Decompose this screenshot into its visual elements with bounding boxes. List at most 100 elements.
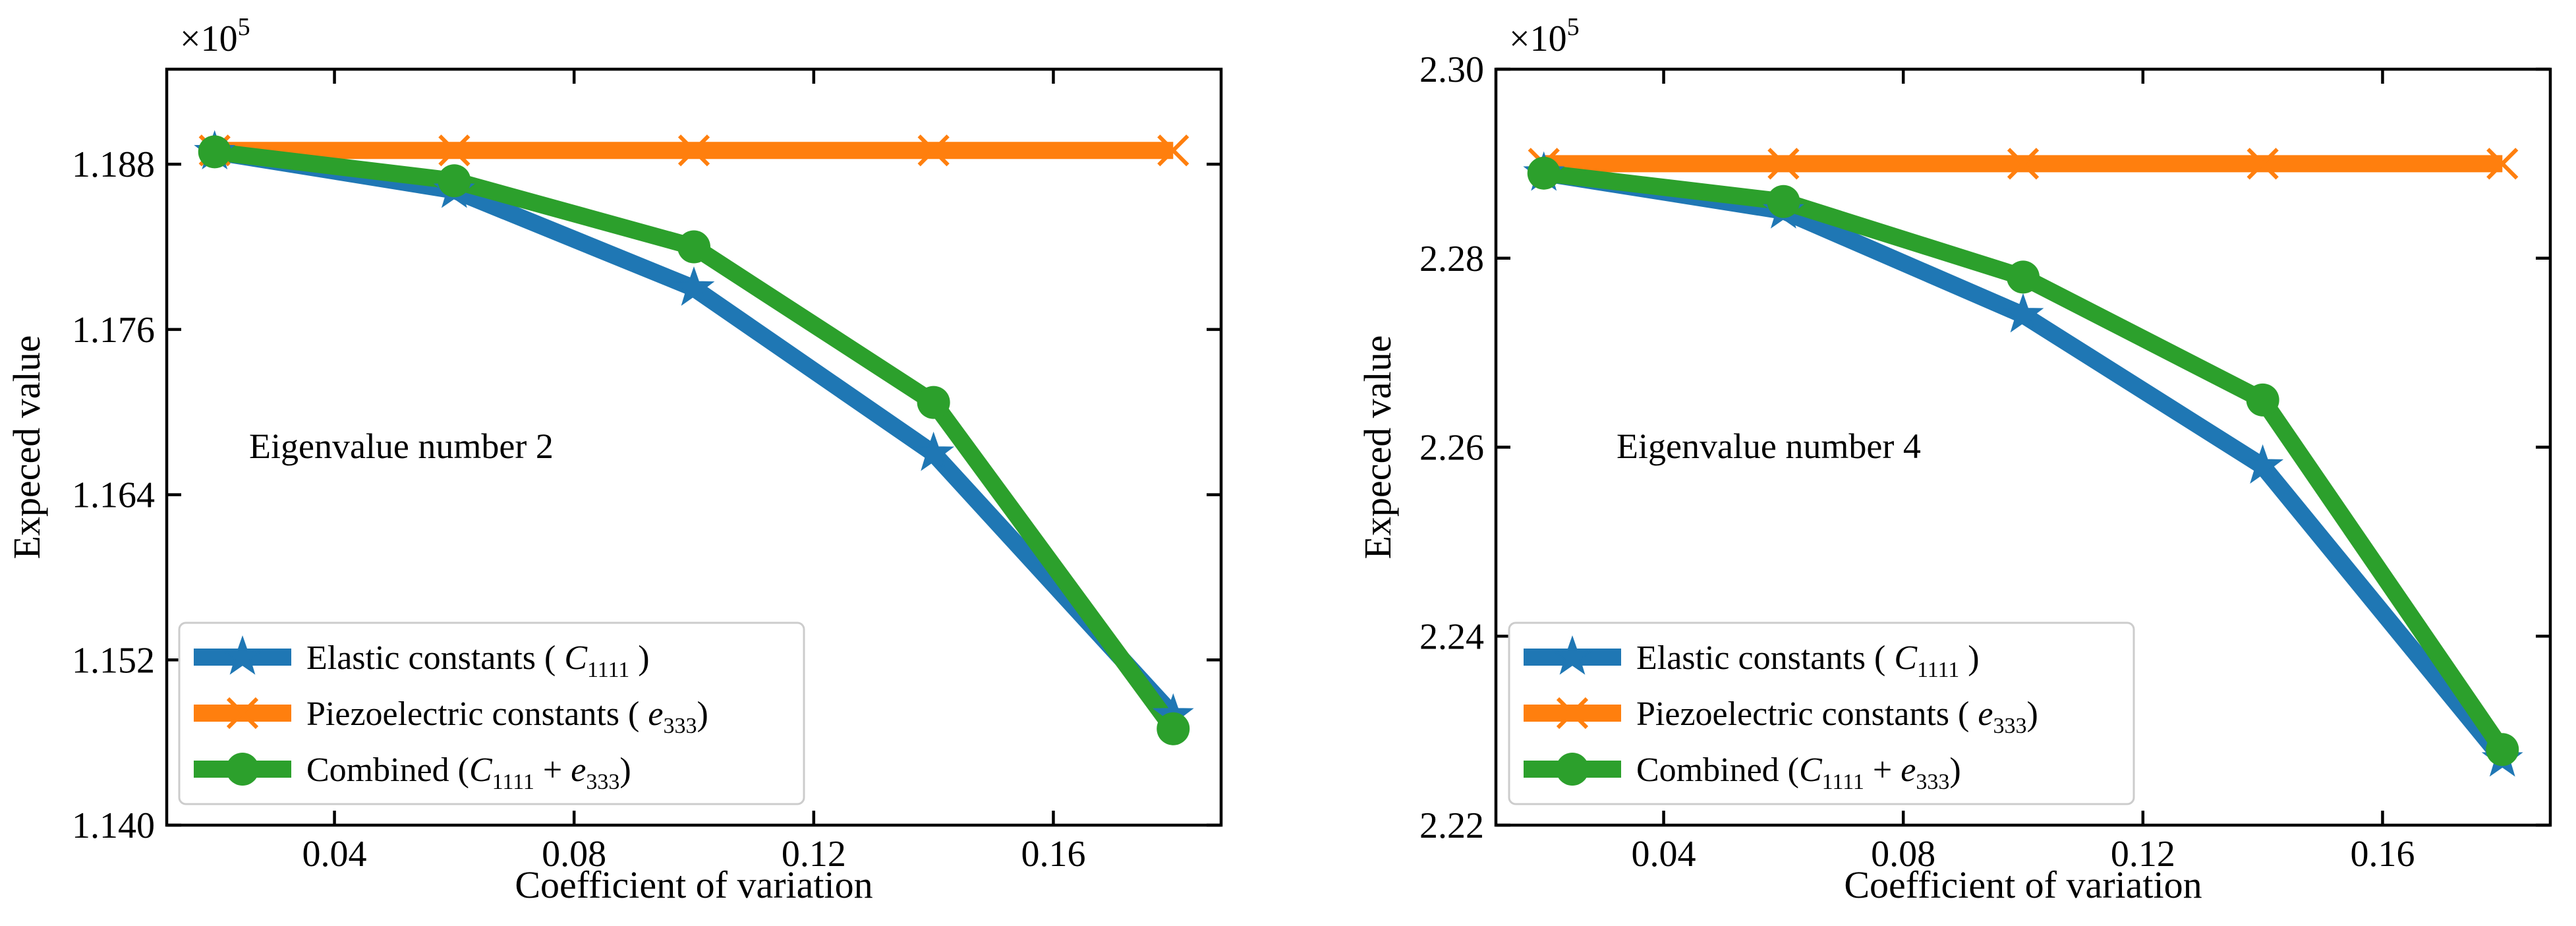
legend: Elastic constants ( C1111 )Piezoelectric… [1508, 622, 2135, 805]
legend-label-subscript2: 333 [586, 770, 619, 794]
series-markers-combined [1527, 156, 2519, 767]
data-point [677, 230, 710, 264]
legend-label: Combined (C1111 + e333) [1636, 751, 1961, 794]
legend-label-symbol: C [1894, 639, 1918, 677]
x-tick-label: 0.08 [1871, 834, 1935, 875]
legend-label-plus: + [1864, 751, 1901, 789]
data-point [198, 135, 231, 169]
x-axis-label: Coefficient of variation [515, 863, 873, 906]
data-point [673, 266, 715, 306]
data-point [2002, 293, 2044, 333]
legend-label-subscript: 1111 [1917, 658, 1959, 682]
plot-frame [165, 67, 1223, 827]
data-point [2486, 148, 2519, 180]
legend-label-suffix: ) [697, 695, 708, 733]
x-tick-label: 0.04 [302, 834, 367, 875]
y-tick-label: 2.24 [1419, 616, 1484, 657]
legend-label-prefix: Elastic constants ( [306, 639, 564, 677]
legend-marker [226, 697, 259, 730]
data-point [917, 386, 950, 419]
legend-label-prefix: Piezoelectric constants ( [1636, 695, 1978, 733]
legend-label-subscript: 333 [1993, 714, 2026, 738]
legend-marker [1551, 635, 1593, 675]
y-tick-label: 2.28 [1419, 239, 1484, 279]
data-point [2246, 383, 2279, 417]
data-point [1527, 156, 1560, 190]
legend-label-symbol: C [564, 639, 588, 677]
y-tick-label: 1.152 [72, 640, 155, 681]
data-point [1157, 134, 1189, 167]
legend-label-subscript: 1111 [1822, 770, 1864, 794]
y-tick-label: 2.22 [1419, 805, 1484, 846]
legend-marker [1556, 753, 1589, 786]
y-tick-label: 2.26 [1419, 428, 1484, 469]
legend-label-suffix: ) [1949, 751, 1961, 789]
legend-label-subscript: 1111 [587, 658, 629, 682]
data-point [2007, 148, 2040, 180]
data-point [913, 431, 955, 471]
legend-label-symbol: C [469, 751, 493, 789]
legend-marker [221, 635, 264, 675]
legend-label-prefix: Combined ( [306, 751, 469, 789]
legend-marker [1556, 697, 1589, 730]
legend-label-subscript: 1111 [492, 770, 534, 794]
data-point [1157, 712, 1190, 745]
legend: Elastic constants ( C1111 )Piezoelectric… [178, 622, 805, 805]
y-axis-label: Expeced value [5, 335, 48, 560]
data-point [2242, 444, 2284, 484]
chart-panel-eigenvalue-4: 0.04 0.08 0.12 0.16 2.22 2.24 2.26 2.28 2.30 ×105… [1356, 13, 2552, 906]
annotation-eigenvalue: Eigenvalue number 2 [249, 426, 554, 466]
legend-label-suffix: ) [629, 639, 649, 677]
x-tick-label: 0.16 [2350, 834, 2415, 875]
series-markers-combined [198, 135, 1190, 745]
x-tick-label: 0.08 [542, 834, 606, 875]
x-tick-label: 0.12 [2111, 834, 2175, 875]
x-tick-label: 0.16 [1021, 834, 1085, 875]
axis-exponent-power: 5 [238, 13, 250, 41]
legend-label: Combined (C1111 + e333) [306, 751, 631, 794]
legend-label: Elastic constants ( C1111 ) [306, 639, 650, 682]
legend-label-suffix: ) [1959, 639, 1979, 677]
axis-exponent-power: 5 [1567, 13, 1580, 41]
y-tick-label: 2.30 [1419, 49, 1484, 90]
legend-label-symbol: e [1978, 695, 1993, 733]
data-point [677, 134, 710, 167]
axis-exponent-base: ×10 [1509, 18, 1567, 59]
legend-label: Piezoelectric constants ( e333) [306, 695, 708, 738]
legend-label: Piezoelectric constants ( e333) [1636, 695, 2038, 738]
axis-exponent-label: ×105 [1509, 13, 1580, 59]
data-point [438, 164, 471, 198]
legend-box [178, 622, 805, 805]
axis-exponent-base: ×10 [180, 18, 238, 59]
legend-label-suffix: ) [619, 751, 631, 789]
y-tick-label: 1.176 [72, 310, 155, 351]
legend-label-prefix: Piezoelectric constants ( [306, 695, 648, 733]
legend-label-symbol: C [1799, 751, 1823, 789]
data-point [2486, 733, 2519, 767]
data-point [1767, 148, 1800, 180]
legend-label-subscript: 333 [663, 714, 697, 738]
legend-label-prefix: Combined ( [1636, 751, 1799, 789]
legend-label-symbol2: e [1901, 751, 1916, 789]
data-point [1767, 185, 1800, 218]
axis-exponent-label: ×105 [180, 13, 250, 59]
data-point [438, 134, 471, 167]
legend-label: Elastic constants ( C1111 ) [1636, 639, 1980, 682]
series-markers-piezoelectric-constants [1528, 148, 2519, 180]
legend-label-prefix: Elastic constants ( [1636, 639, 1894, 677]
x-tick-label: 0.12 [782, 834, 846, 875]
data-point [917, 134, 950, 167]
x-axis-label: Coefficient of variation [1844, 863, 2202, 906]
y-tick-label: 1.164 [72, 475, 155, 516]
legend-box [1508, 622, 2135, 805]
data-point [2007, 260, 2040, 294]
legend-label-plus: + [534, 751, 571, 789]
legend-label-suffix: ) [2026, 695, 2038, 733]
legend-label-subscript2: 333 [1916, 770, 1949, 794]
y-axis-label: Expeced value [1356, 335, 1399, 560]
data-point [2247, 148, 2279, 180]
y-tick-label: 1.188 [72, 144, 155, 185]
legend-label-symbol: e [648, 695, 663, 733]
y-tick-label: 1.140 [72, 805, 155, 846]
